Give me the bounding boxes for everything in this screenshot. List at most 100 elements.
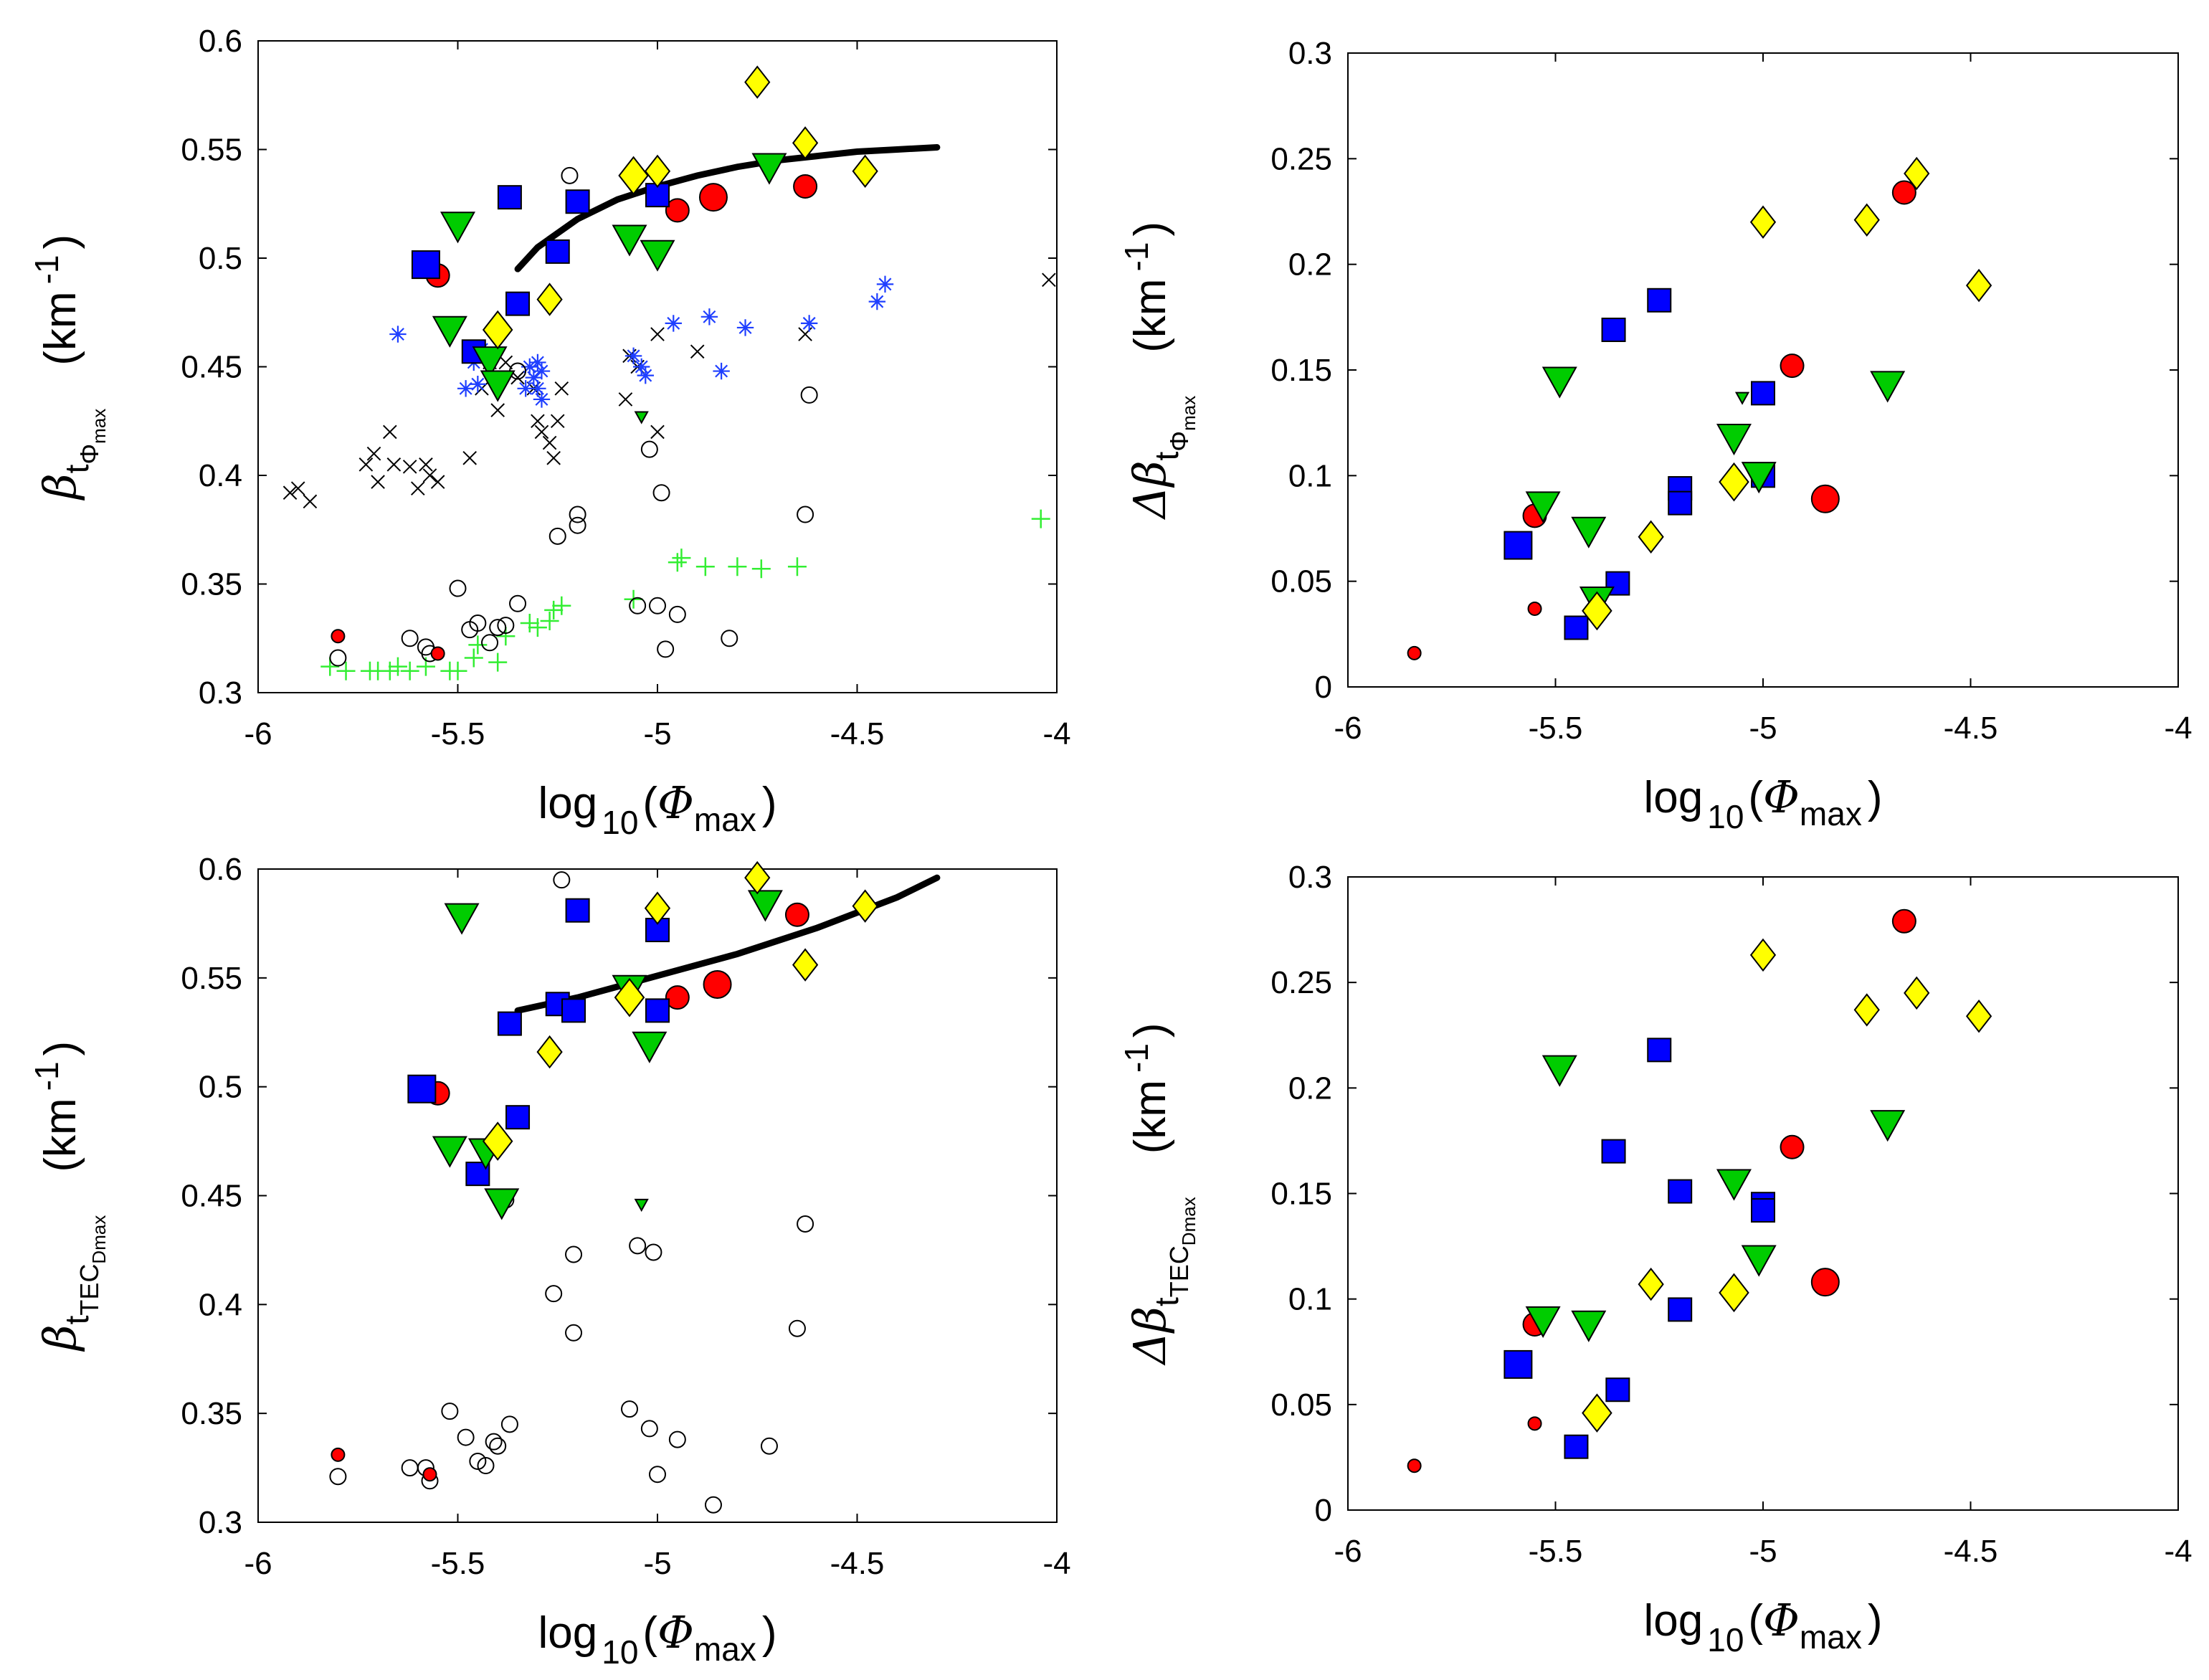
- marker-x: [546, 450, 561, 465]
- series-blue-square: [1564, 1038, 1775, 1459]
- data-point: [747, 890, 783, 922]
- data-point: [1601, 1139, 1626, 1164]
- data-point: [1810, 484, 1840, 513]
- data-point: [1716, 1169, 1752, 1201]
- marker-diamond: [644, 891, 671, 925]
- series-red-circle-small: [331, 629, 445, 661]
- chart-panel-top-right: -6 -5.5 -5 -4.5 -4 0 0.05 0.1 0.15 0.2 0.25 0.3 log 1…: [1118, 36, 2193, 835]
- marker-circle-open: [481, 634, 499, 652]
- marker-star: [637, 366, 654, 384]
- data-point: [533, 391, 551, 408]
- y-label-subsub: max: [88, 409, 110, 444]
- marker-star: [876, 275, 894, 293]
- marker-star: [529, 380, 546, 397]
- data-point: [545, 1285, 563, 1303]
- data-point: [536, 1035, 563, 1069]
- marker-diamond: [1749, 205, 1777, 239]
- marker-diamond: [1965, 268, 1992, 303]
- x-label-max: max: [694, 1631, 756, 1668]
- marker-circle: [430, 646, 445, 661]
- marker-circle-open: [329, 1468, 347, 1486]
- data-point: [1719, 462, 1749, 502]
- x-tick-label: -4: [1042, 1546, 1070, 1581]
- data-point: [634, 411, 649, 424]
- data-point: [800, 386, 818, 404]
- x-tick-label: -4: [1042, 716, 1070, 751]
- marker-triangle: [432, 315, 467, 348]
- y-tick-label: 0.2: [1288, 1071, 1332, 1106]
- marker-plus: [787, 557, 807, 576]
- marker-triangle: [634, 1198, 649, 1212]
- data-point: [430, 475, 445, 489]
- y-tick-label: 0.15: [1270, 353, 1332, 388]
- marker-circle: [793, 174, 818, 199]
- y-label-t: t: [1148, 1297, 1185, 1306]
- marker-star: [533, 362, 551, 380]
- data-point: [644, 154, 671, 189]
- data-point: [1042, 272, 1056, 288]
- marker-circle-open: [629, 597, 647, 614]
- marker-triangle: [432, 1136, 467, 1168]
- fit-curve: [514, 143, 941, 272]
- y-tick-label: 0.1: [1288, 458, 1332, 493]
- data-point: [640, 440, 658, 458]
- marker-star: [521, 358, 538, 376]
- y-label-t: t: [58, 1315, 95, 1324]
- marker-x: [402, 460, 417, 474]
- y-tick-label: 0.3: [1288, 860, 1332, 895]
- marker-star: [525, 369, 543, 386]
- marker-star: [800, 315, 818, 332]
- marker-circle-open: [329, 649, 347, 667]
- marker-circle-open: [721, 630, 738, 647]
- x-tick-label: -4.5: [830, 716, 885, 751]
- y-label-beta: Δβ: [1123, 460, 1176, 520]
- marker-diamond: [744, 860, 771, 895]
- data-point: [1668, 490, 1693, 516]
- x-tick-label: -4.5: [1944, 711, 1998, 746]
- x-label-close-paren: ): [762, 1608, 777, 1658]
- series-red-circle-small: [1407, 601, 1542, 660]
- data-point: [484, 1188, 520, 1220]
- data-point: [480, 370, 516, 402]
- marker-x: [531, 414, 545, 429]
- marker-triangle: [444, 903, 480, 935]
- marker-diamond: [1965, 1000, 1992, 1033]
- marker-square: [411, 250, 440, 280]
- data-point: [1541, 366, 1577, 399]
- data-point: [552, 596, 571, 615]
- x-label-phi: Φ: [1763, 1594, 1800, 1646]
- marker-triangle: [640, 239, 675, 272]
- marker-diamond: [482, 1121, 513, 1161]
- data-point: [852, 889, 878, 923]
- marker-plus: [672, 549, 691, 568]
- marker-plus: [668, 553, 687, 572]
- y-tick-label: 0: [1315, 670, 1332, 705]
- marker-triangle: [1541, 366, 1577, 399]
- y-label-beta: β: [34, 473, 86, 500]
- x-label-max: max: [1800, 1618, 1862, 1656]
- data-point: [1780, 353, 1805, 379]
- marker-circle: [665, 198, 690, 223]
- x-label-close-paren: ): [1868, 773, 1883, 822]
- y-axis-label: βtTECDmax (km -1): [28, 1041, 110, 1352]
- marker-x: [371, 475, 385, 489]
- marker-triangle: [1571, 516, 1607, 549]
- marker-star: [736, 319, 754, 336]
- x-tick-label: -5.5: [1529, 711, 1583, 746]
- marker-star: [469, 376, 487, 393]
- data-point: [432, 1136, 467, 1168]
- marker-square: [1751, 1198, 1775, 1223]
- x-label-max: max: [694, 801, 756, 838]
- marker-triangle: [472, 346, 508, 379]
- marker-diamond: [1582, 591, 1612, 631]
- marker-circle: [1527, 601, 1542, 616]
- data-point: [497, 1011, 522, 1036]
- data-point: [784, 902, 809, 927]
- data-point: [751, 559, 771, 579]
- marker-circle-open: [561, 166, 579, 184]
- series-blue-square-large: [1503, 531, 1533, 560]
- data-point: [652, 484, 670, 502]
- data-point: [1638, 1267, 1664, 1301]
